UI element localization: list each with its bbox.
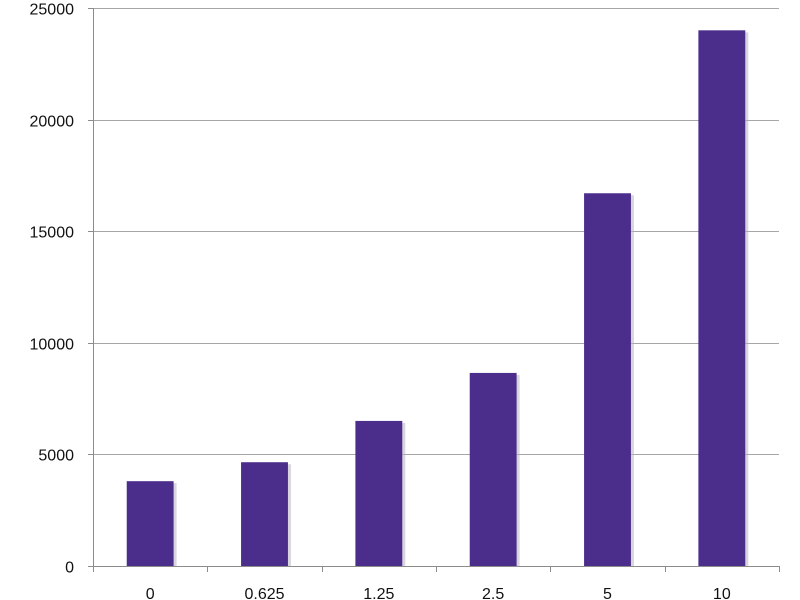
gridlines: [93, 8, 779, 455]
bar-0.625: [241, 462, 288, 566]
bar-0: [126, 481, 174, 566]
bar-1.25: [355, 420, 403, 566]
y-tick-label: 10000: [30, 337, 75, 354]
y-tick-label: 15000: [30, 225, 75, 242]
bar-2.5: [469, 372, 517, 566]
x-tick-labels: 0 0.625 1.25 2.5 5 10: [146, 586, 731, 600]
x-tick-label: 1.25: [363, 586, 394, 600]
y-tick-labels: 0 5000 10000 15000 20000 25000: [30, 2, 75, 577]
x-tick-label: 2.5: [482, 586, 504, 600]
bars: [126, 30, 749, 567]
x-tick-label: 5: [603, 586, 612, 600]
x-tick-label: 0: [146, 586, 155, 600]
y-tick-label: 0: [65, 560, 74, 577]
x-tick-label: 10: [713, 586, 731, 600]
bar-5: [584, 193, 631, 567]
x-tick-label: 0.625: [244, 586, 284, 600]
axes: [88, 8, 780, 572]
y-tick-label: 20000: [30, 114, 75, 131]
y-tick-label: 5000: [38, 448, 74, 465]
y-tick-label: 25000: [30, 2, 75, 19]
bar-10: [698, 30, 746, 566]
